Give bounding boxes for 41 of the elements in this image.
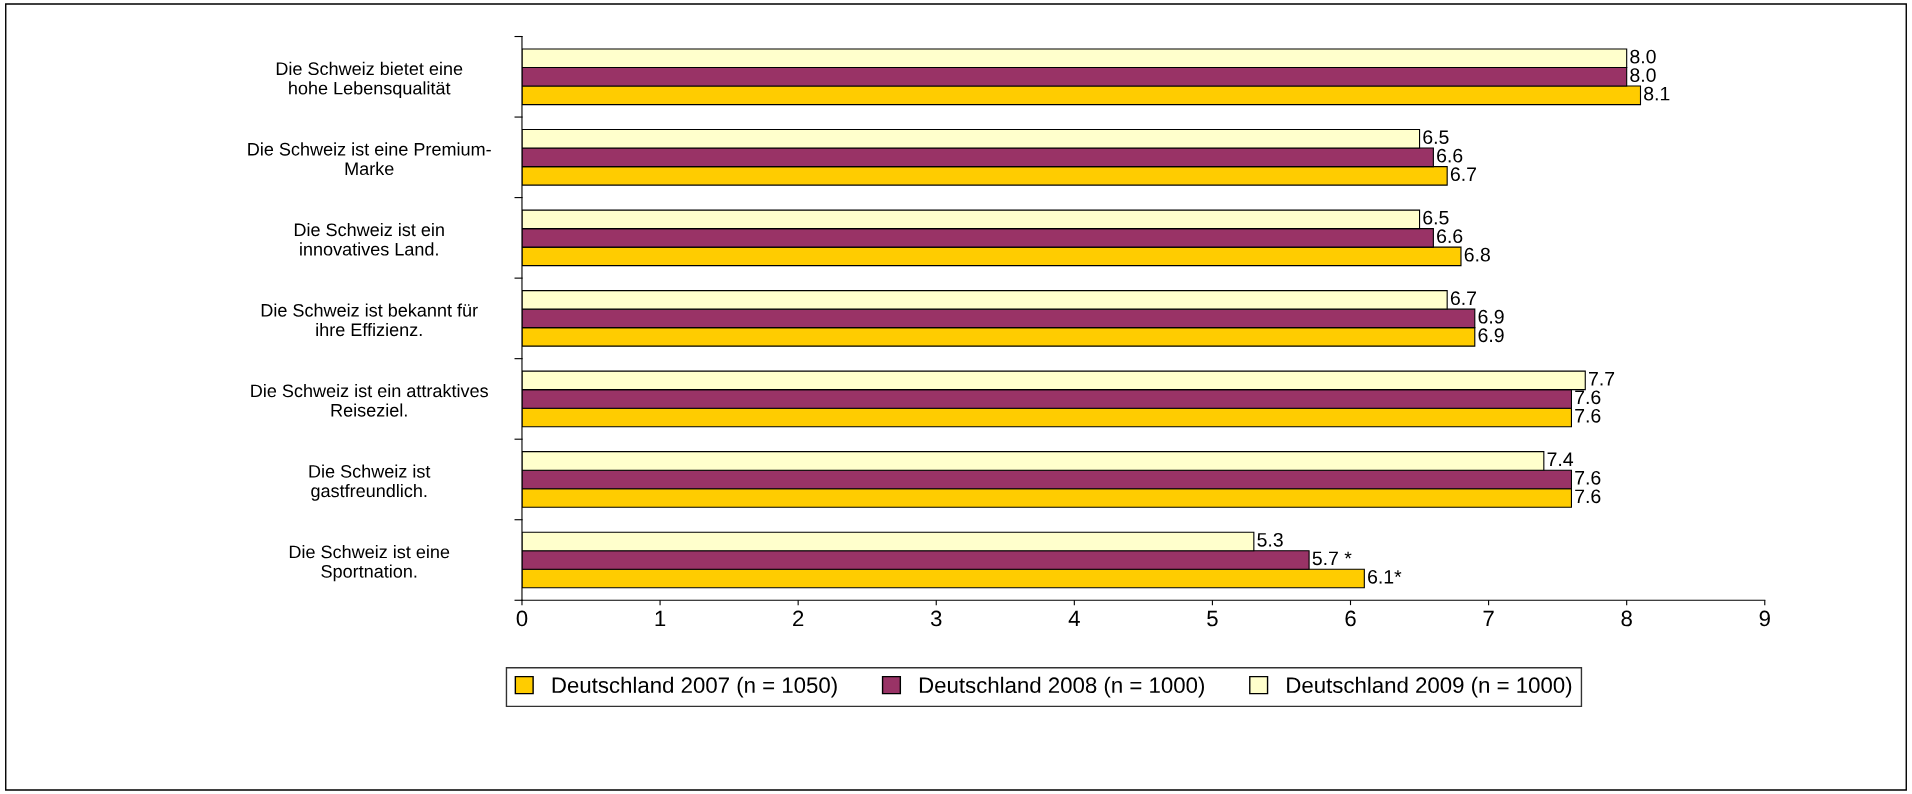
data-label: 6.6 — [1437, 148, 1463, 163]
x-tick-label: 3 — [930, 610, 942, 627]
data-label: 6.7 — [1450, 167, 1476, 182]
x-tick-label: 2 — [793, 610, 804, 627]
legend-label: Deutschland 2008 (n = 1000) — [919, 676, 1204, 698]
y-tick-label: Die Schweiz ist gastfreundlich. — [309, 464, 431, 501]
data-label: 8.1 — [1644, 86, 1670, 101]
data-label: 8.0 — [1630, 49, 1656, 64]
data-label: 6.5 — [1423, 210, 1449, 225]
data-label: 7.4 — [1547, 452, 1574, 466]
data-label: 7.6 — [1575, 489, 1601, 504]
y-tick-label: Die Schweiz ist eine Sportnation. — [289, 545, 450, 582]
x-tick-label: 7 — [1483, 610, 1494, 627]
data-label: 6.6 — [1437, 229, 1463, 244]
x-tick-label: 0 — [516, 610, 528, 627]
data-label: 7.6 — [1575, 470, 1601, 485]
data-label: 6.9 — [1478, 309, 1504, 324]
data-label: 6.7 — [1450, 291, 1476, 306]
data-label: 5.7 * — [1312, 551, 1352, 566]
x-tick-label: 4 — [1068, 610, 1080, 627]
y-tick-label: Die Schweiz ist ein innovatives Land. — [294, 222, 444, 256]
x-tick-label: 6 — [1345, 610, 1356, 627]
data-label: 5.3 — [1257, 532, 1283, 547]
data-label: 7.6 — [1575, 390, 1601, 405]
y-tick-label: Die Schweiz ist ein attraktives Reiseziel. — [251, 383, 488, 417]
data-label: 6.1* — [1368, 569, 1402, 584]
x-tick-label: 1 — [655, 610, 666, 627]
y-tick-label: Die Schweiz ist eine Premium- Marke — [248, 142, 491, 176]
data-label: 8.0 — [1630, 68, 1656, 83]
data-label: 6.8 — [1464, 247, 1490, 262]
x-tick-label: 9 — [1759, 610, 1770, 627]
data-label: 7.6 — [1575, 408, 1601, 423]
y-tick-label: Die Schweiz ist bekannt für ihre Effizienz. — [261, 303, 478, 337]
x-tick-label: 8 — [1621, 610, 1632, 627]
data-label: 7.7 — [1589, 372, 1615, 386]
data-label: 6.9 — [1478, 328, 1504, 343]
data-label: 6.5 — [1423, 130, 1449, 145]
x-tick-label: 5 — [1207, 610, 1218, 627]
legend-label: Deutschland 2009 (n = 1000) — [1287, 676, 1572, 698]
legend-label: Deutschland 2007 (n = 1050) — [552, 676, 837, 698]
y-tick-label: Die Schweiz bietet eine hohe Lebensqualität — [276, 61, 463, 99]
